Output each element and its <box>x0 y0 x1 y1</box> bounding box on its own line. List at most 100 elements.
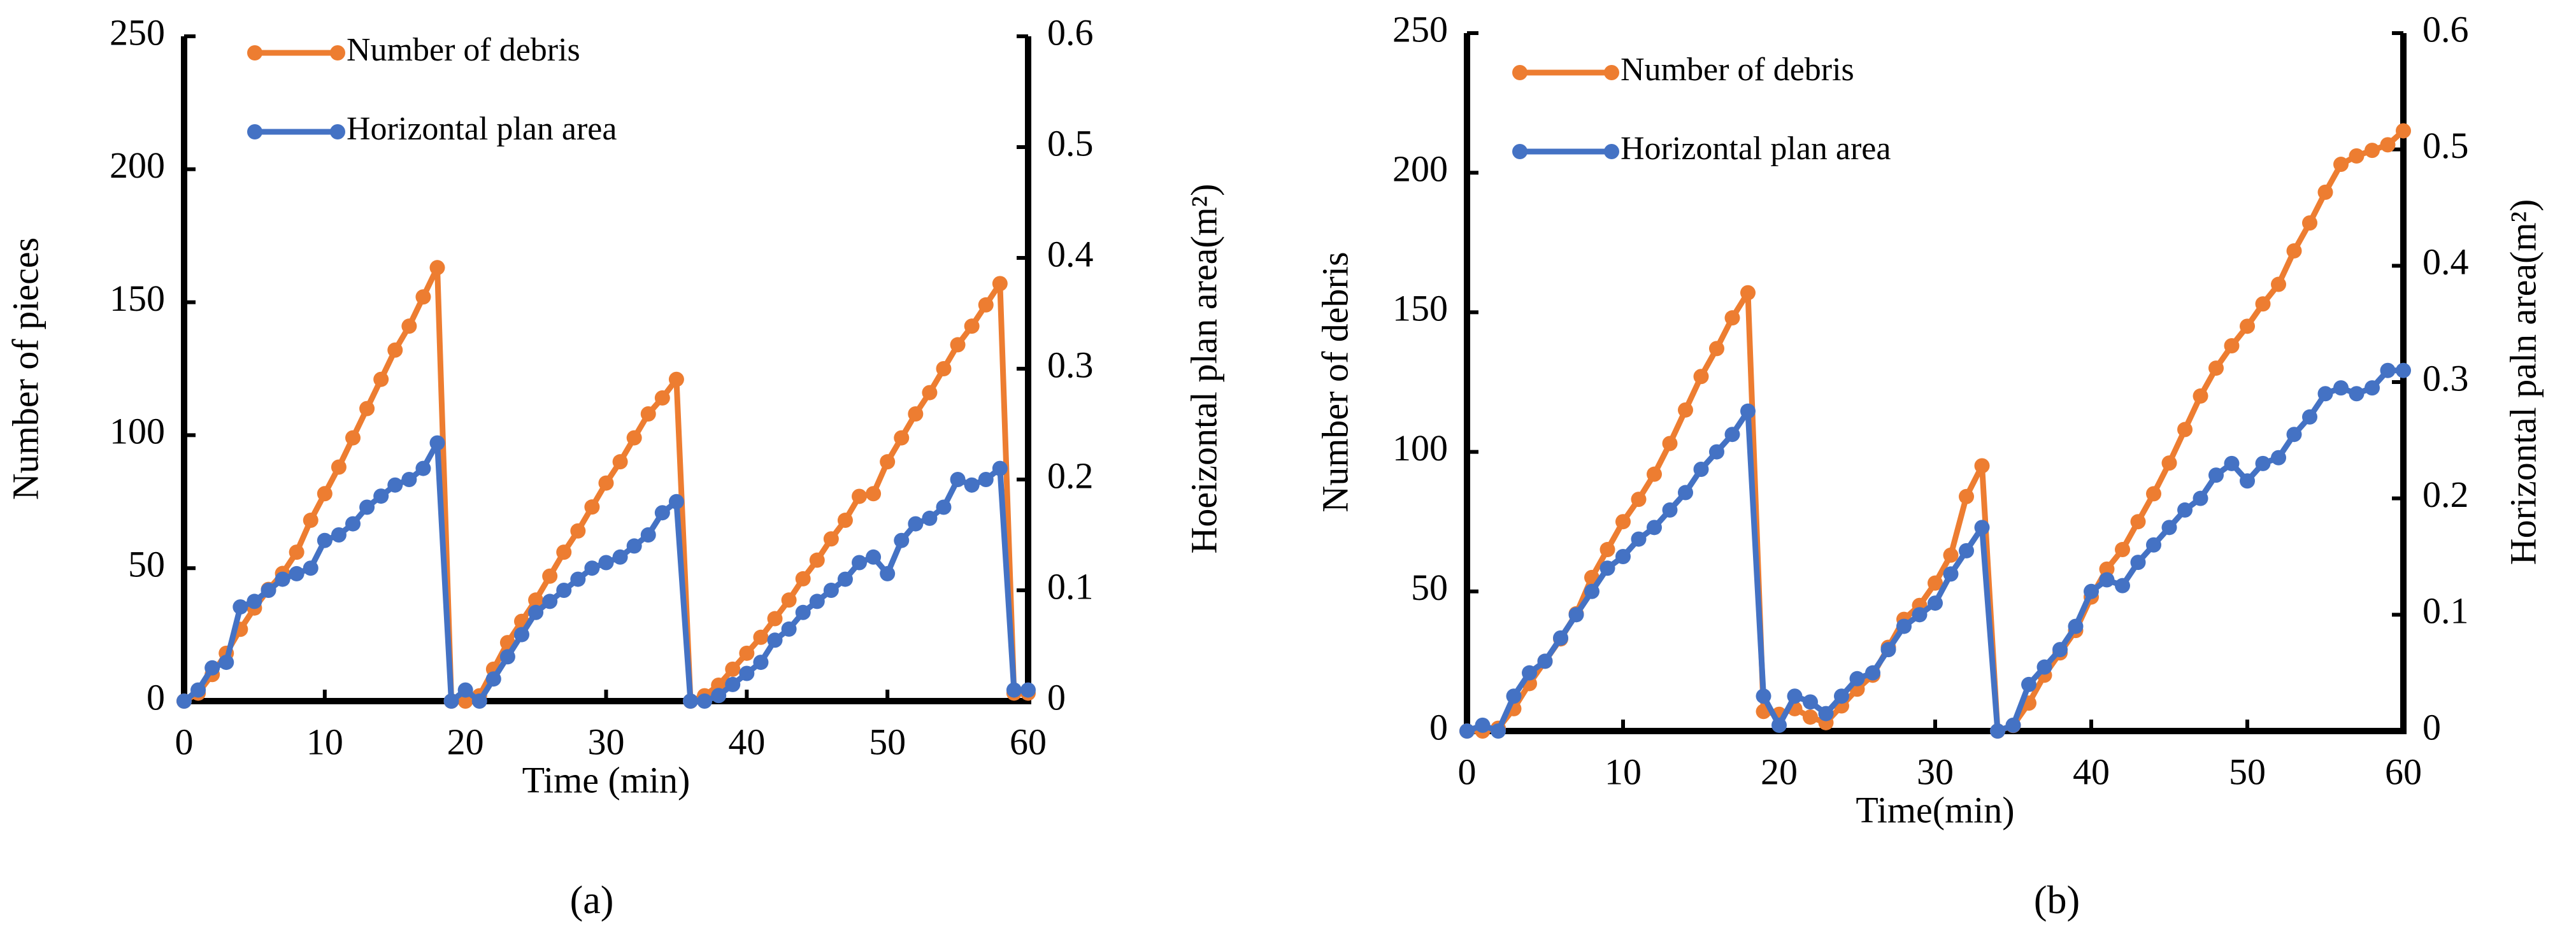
legend-label: Number of debris <box>1621 52 1854 88</box>
y2-tick-label: 0.4 <box>2422 241 2469 283</box>
data-point <box>2333 380 2349 396</box>
data-point <box>1959 543 1974 558</box>
data-point <box>331 459 347 475</box>
data-point <box>1756 688 1771 704</box>
data-point <box>2161 520 2177 536</box>
data-point <box>2036 659 2052 675</box>
data-point <box>1740 403 1756 419</box>
data-point <box>2193 490 2208 506</box>
y2-tick-label: 0.1 <box>1047 565 1094 607</box>
data-point <box>978 297 994 313</box>
data-point <box>2115 542 2130 558</box>
data-point <box>1974 520 1990 536</box>
data-point <box>176 693 192 709</box>
legend-label: Horizontal plan area <box>347 111 617 147</box>
data-point <box>303 513 318 529</box>
data-point <box>1647 466 1662 482</box>
x-tick-label: 0 <box>1458 751 1477 792</box>
data-point <box>767 632 783 648</box>
data-point <box>359 401 375 416</box>
data-point <box>908 516 924 532</box>
data-point <box>1506 688 1522 704</box>
data-point <box>795 571 811 586</box>
data-point <box>1522 665 1537 681</box>
data-point <box>992 276 1008 292</box>
series-line <box>1467 129 2406 734</box>
legend-marker <box>247 124 262 139</box>
y2-tick-label: 0.5 <box>2422 125 2469 166</box>
data-point <box>1615 514 1631 530</box>
data-point <box>950 472 966 487</box>
data-point <box>725 661 741 677</box>
legend-marker <box>1512 144 1528 159</box>
data-point <box>570 571 586 587</box>
data-point <box>584 560 600 576</box>
data-point <box>837 571 853 587</box>
legend-marker <box>1512 65 1528 80</box>
y2-axis-label: Horizontal paln area(m²) <box>2502 199 2544 565</box>
legend-marker <box>1604 144 1619 159</box>
data-point <box>668 494 684 509</box>
data-point <box>1896 618 1912 634</box>
data-point <box>359 499 375 515</box>
data-point <box>880 565 896 581</box>
data-point <box>2396 123 2411 139</box>
data-point <box>303 560 318 576</box>
data-point <box>204 660 220 676</box>
data-point <box>894 532 910 548</box>
data-point <box>598 475 614 491</box>
y2-tick-label: 0.4 <box>1047 233 1094 274</box>
data-point <box>2240 473 2255 489</box>
y-tick-label: 150 <box>1392 288 1448 329</box>
data-point <box>683 693 698 709</box>
data-point <box>2177 502 2193 518</box>
data-point <box>317 532 333 548</box>
data-point <box>2349 148 2365 164</box>
data-point <box>1568 607 1584 623</box>
data-point <box>2396 362 2411 378</box>
data-point <box>654 505 670 521</box>
data-point <box>1724 427 1740 443</box>
data-point <box>556 583 572 598</box>
data-point <box>373 371 389 387</box>
data-point <box>809 552 825 568</box>
data-point <box>2052 642 2068 658</box>
data-point <box>2224 455 2240 471</box>
data-point <box>2021 676 2036 692</box>
data-point <box>1865 665 1880 681</box>
x-tick-label: 30 <box>588 721 625 762</box>
x-tick-label: 20 <box>447 721 484 762</box>
data-point <box>1693 462 1709 477</box>
y-tick-label: 150 <box>110 278 165 319</box>
y2-tick-label: 0 <box>2422 706 2441 748</box>
y2-tick-label: 0.6 <box>1047 11 1094 53</box>
data-point <box>345 516 361 532</box>
y2-tick-label: 0.2 <box>1047 455 1094 496</box>
data-point <box>2302 409 2317 425</box>
data-point <box>964 477 980 493</box>
data-point <box>1709 341 1724 357</box>
data-point <box>1647 520 1662 536</box>
data-point <box>387 342 403 358</box>
data-point <box>936 499 952 515</box>
x-tick-label: 50 <box>869 721 906 762</box>
data-point <box>2099 572 2115 588</box>
data-point <box>2099 561 2115 577</box>
data-point <box>668 371 684 387</box>
data-point <box>626 430 642 446</box>
data-point <box>1959 488 1974 504</box>
data-point <box>2365 380 2380 396</box>
data-point <box>880 454 896 470</box>
data-point <box>598 555 614 571</box>
data-point <box>2084 583 2099 599</box>
data-point <box>1943 566 1959 582</box>
data-point <box>429 260 445 276</box>
data-point <box>1709 444 1724 460</box>
data-point <box>415 460 431 476</box>
data-point <box>1475 717 1491 733</box>
data-point <box>2286 427 2302 443</box>
data-point <box>499 649 515 665</box>
legend-label: Horizontal plan area <box>1621 131 1891 167</box>
data-point <box>753 655 769 671</box>
data-point <box>1678 485 1693 501</box>
